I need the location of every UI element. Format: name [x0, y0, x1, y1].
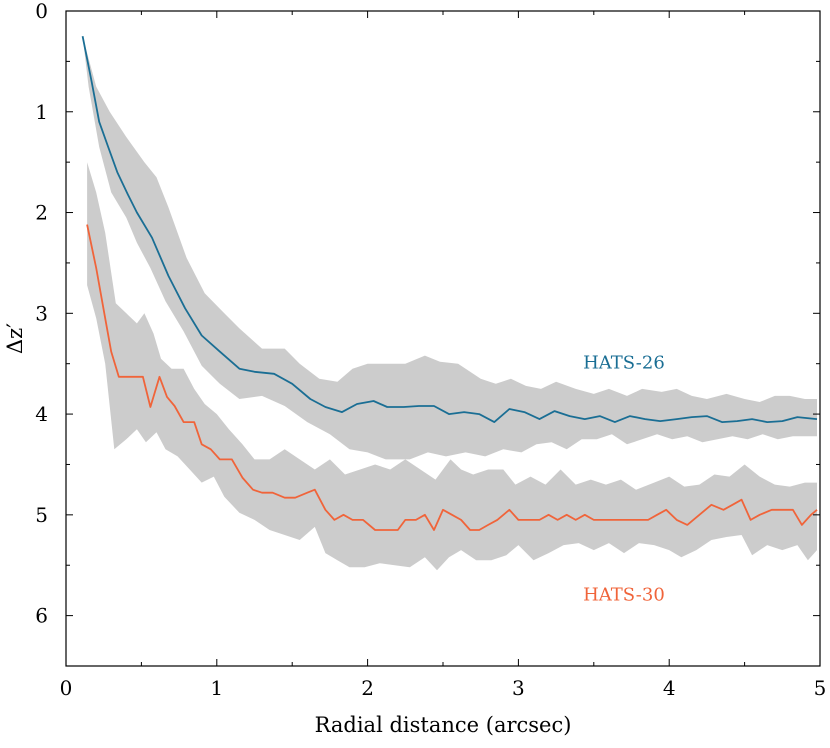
- y-tick-label: 0: [35, 0, 48, 23]
- series-labels: HATS-26 HATS-30: [583, 353, 665, 606]
- y-tick-label: 4: [35, 402, 48, 426]
- x-tick-label: 2: [361, 676, 374, 700]
- y-tick-label: 2: [35, 201, 48, 225]
- band-hats-30: [87, 162, 818, 571]
- band-hats-26: [82, 36, 818, 460]
- axis-ticks: [65, 10, 821, 666]
- series-lines: [81, 36, 818, 531]
- x-tick-label: 5: [814, 676, 827, 700]
- x-tick-label: 3: [512, 676, 525, 700]
- x-tick-label: 1: [210, 676, 223, 700]
- series-line-hats-26: [81, 36, 818, 424]
- y-tick-label: 3: [35, 301, 48, 325]
- y-tick-label: 6: [35, 604, 48, 628]
- y-tick-label: 1: [35, 100, 48, 124]
- y-tick-label: 5: [35, 503, 48, 527]
- x-tick-label: 4: [663, 676, 676, 700]
- y-axis-title: Δz′: [3, 323, 27, 354]
- uncertainty-bands: [82, 36, 818, 571]
- x-axis-title: Radial distance (arcsec): [315, 713, 572, 737]
- series-label-hats-26: HATS-26: [583, 353, 665, 374]
- series-line-hats-30: [86, 224, 818, 531]
- series-label-hats-30: HATS-30: [583, 584, 665, 605]
- axis-tick-labels: 0 1 2 3 4 5 0 1 2 3 4 5 6: [35, 0, 826, 700]
- plot-frame: [65, 10, 821, 667]
- x-tick-label: 0: [60, 676, 73, 700]
